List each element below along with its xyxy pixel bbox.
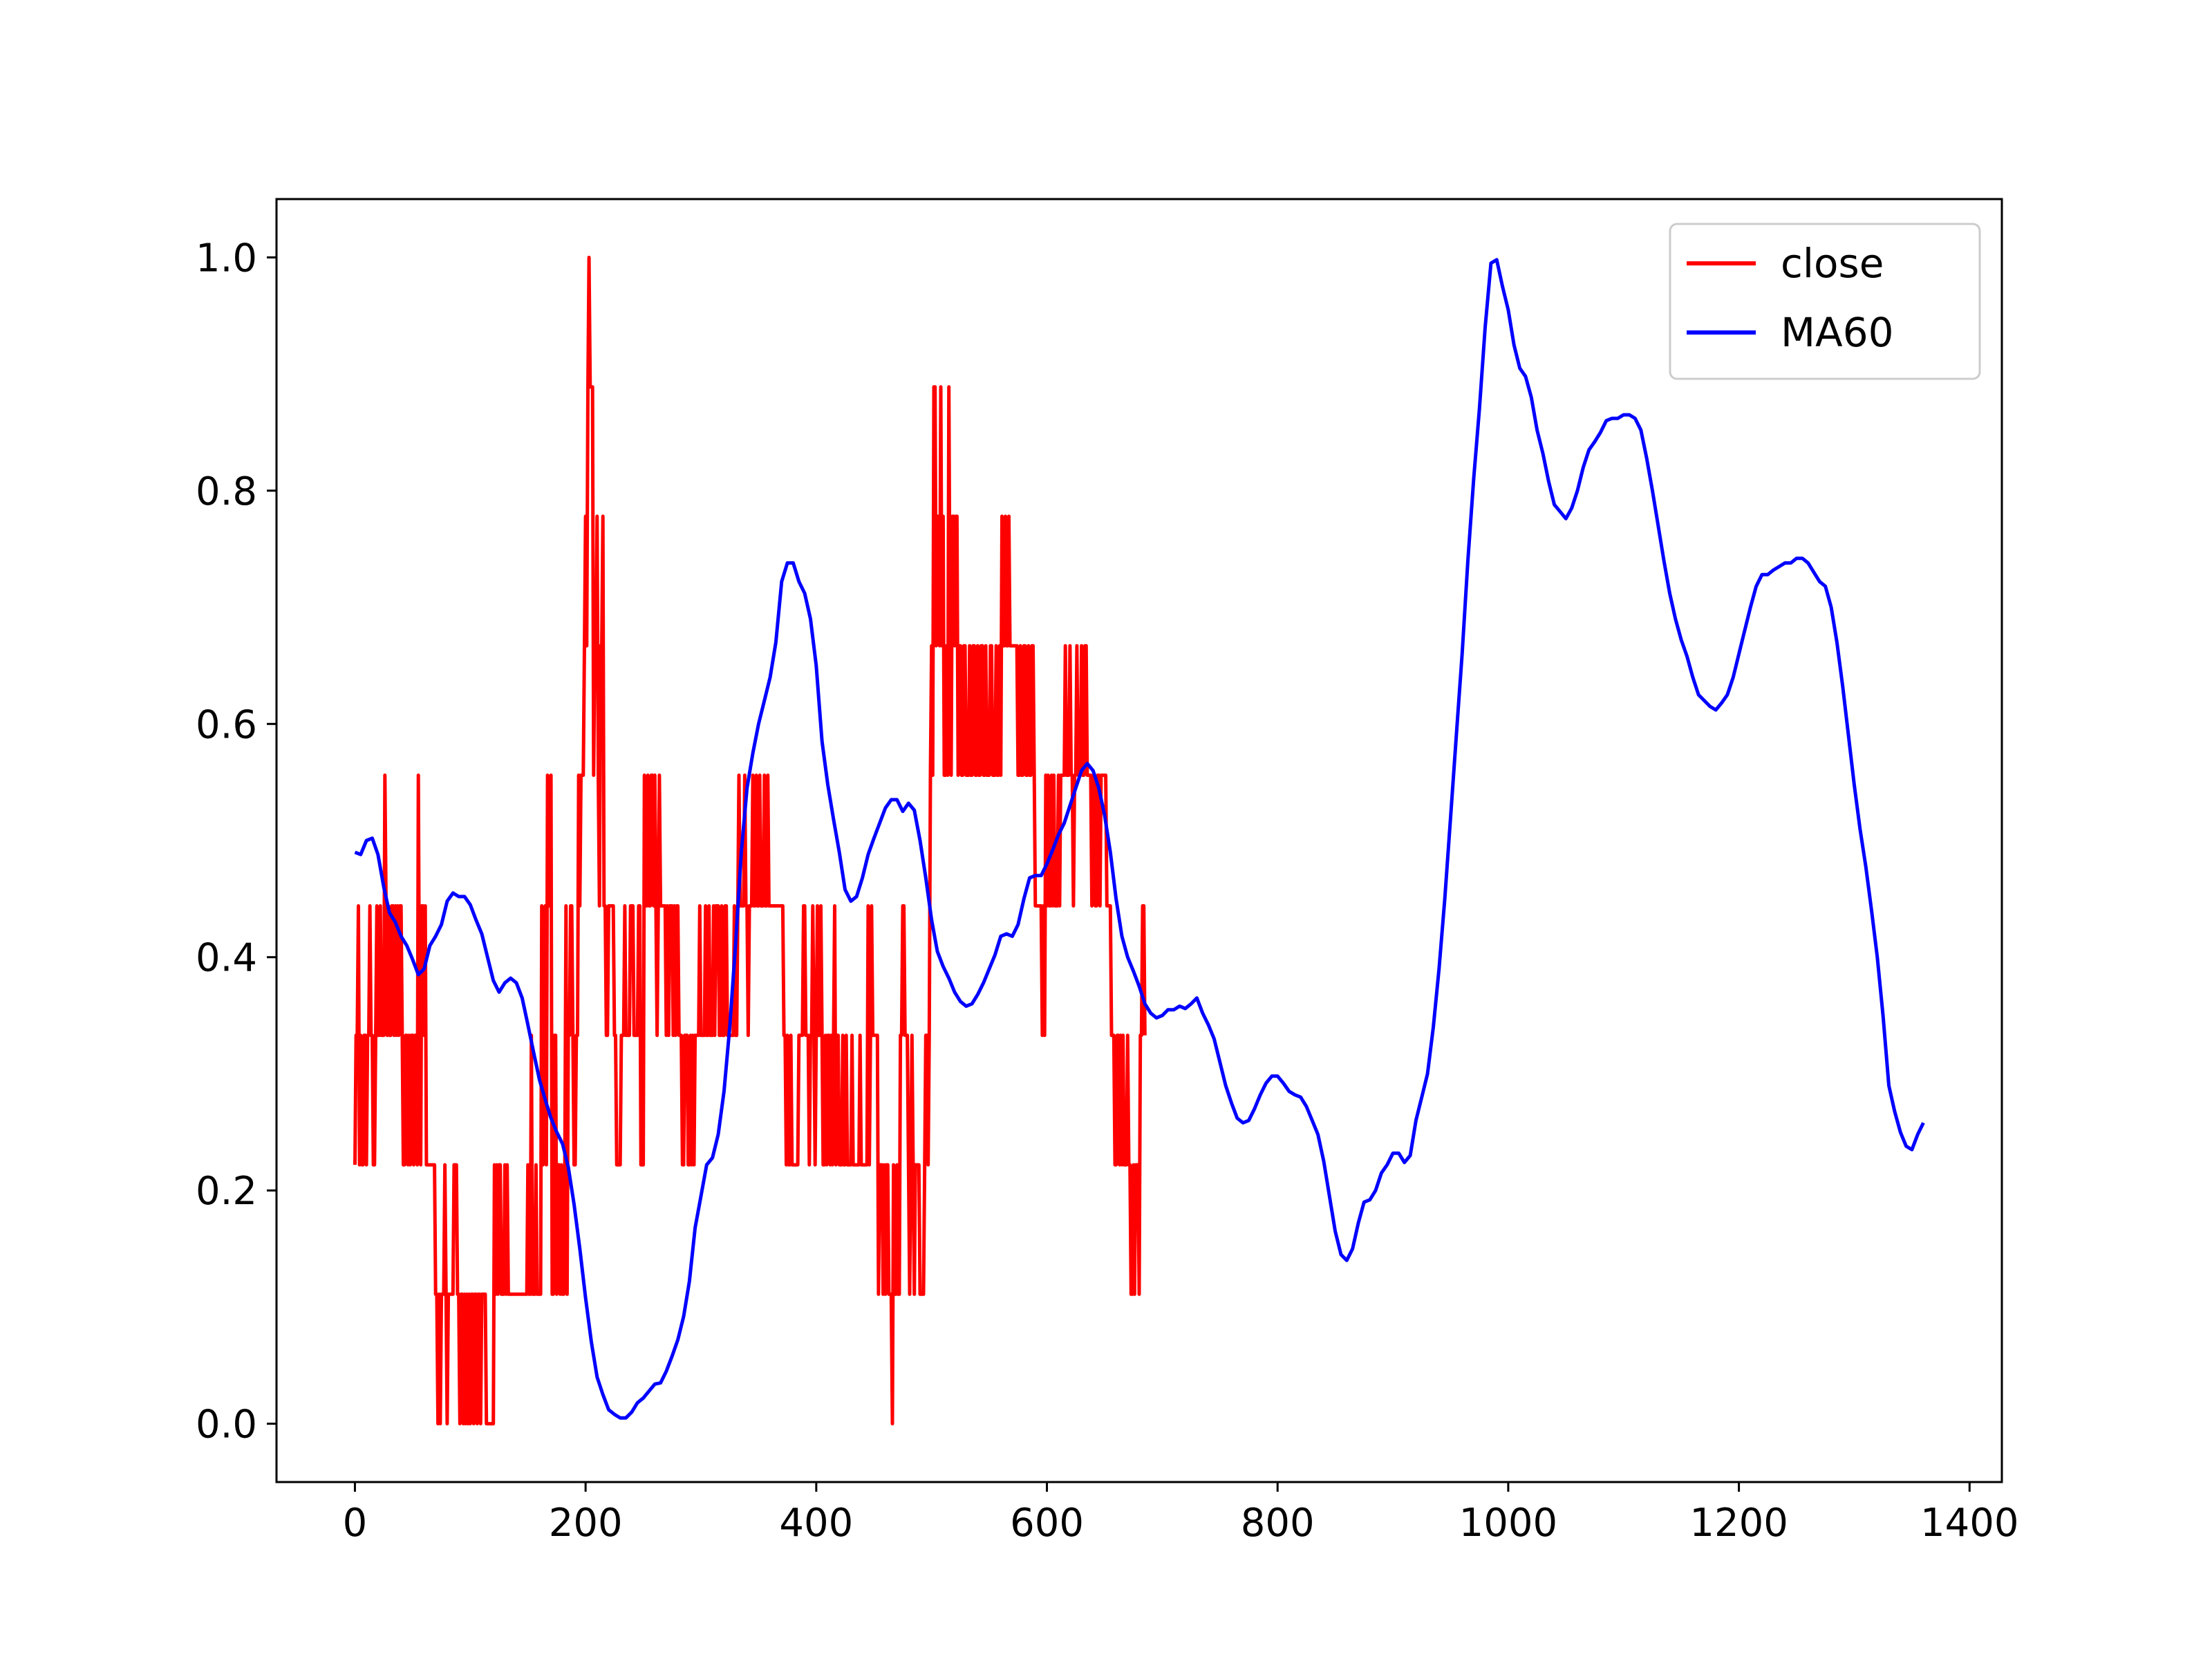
y-tick-label: 1.0: [196, 236, 257, 281]
y-tick-label: 0.8: [196, 469, 257, 514]
series-line-ma60: [354, 258, 1925, 1420]
x-tick-label: 600: [1010, 1501, 1084, 1546]
x-tick-label: 0: [343, 1501, 368, 1546]
series-line-close: [353, 255, 1147, 1426]
axes-frame: [275, 198, 2003, 1483]
x-tick-label: 1400: [1920, 1501, 2019, 1546]
y-tick-label: 0.0: [196, 1403, 257, 1447]
legend-ma60-label: MA60: [1781, 309, 1894, 356]
x-tick-label: 400: [779, 1501, 853, 1546]
legend-close-label: close: [1781, 240, 1884, 287]
x-tick-label: 800: [1241, 1501, 1315, 1546]
legend: close MA60: [1669, 223, 1981, 380]
x-tick-label: 1000: [1459, 1501, 1558, 1546]
x-tick-label: 1200: [1689, 1501, 1788, 1546]
y-tick-label: 0.6: [196, 702, 257, 747]
y-tick-label: 0.2: [196, 1169, 257, 1214]
y-tick-label: 0.4: [196, 936, 257, 981]
x-tick-label: 200: [549, 1501, 623, 1546]
